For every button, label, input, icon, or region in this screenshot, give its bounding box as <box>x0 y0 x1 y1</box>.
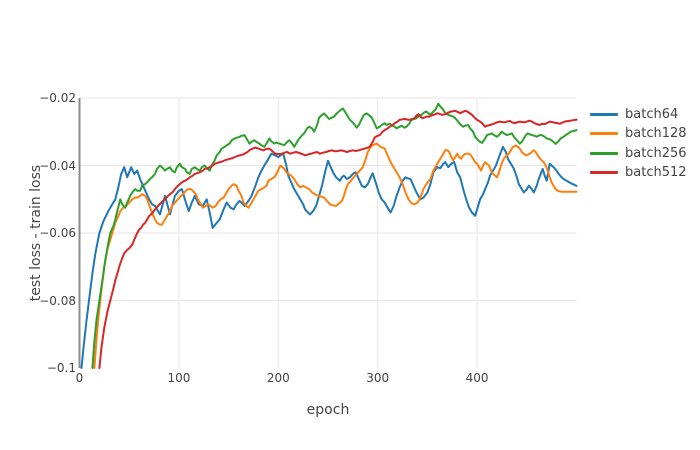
legend-line-swatch <box>590 171 618 175</box>
x-tick-label: 300 <box>366 371 390 385</box>
x-tick-label: 200 <box>266 371 290 385</box>
legend-item-batch256[interactable]: batch256 <box>590 144 687 163</box>
y-tick-label: −0.06 <box>39 226 76 240</box>
series-line-batch512[interactable] <box>98 109 578 369</box>
series-line-batch256[interactable] <box>91 102 578 369</box>
x-tick-label: 400 <box>465 371 489 385</box>
legend-line-swatch <box>590 132 618 136</box>
legend-item-batch128[interactable]: batch128 <box>590 124 687 143</box>
y-tick-label: −0.08 <box>39 293 76 308</box>
legend-label: batch512 <box>625 165 687 181</box>
legend-line-swatch <box>590 113 618 117</box>
legend-item-batch512[interactable]: batch512 <box>590 163 687 182</box>
x-tick-label: 0 <box>75 371 84 385</box>
series-line-batch128[interactable] <box>93 142 578 369</box>
y-axis-title: test loss - train loss <box>28 164 44 302</box>
series-line-batch64[interactable] <box>80 145 578 369</box>
legend-item-batch64[interactable]: batch64 <box>590 105 687 124</box>
legend-label: batch256 <box>625 145 687 161</box>
y-tick-label: −0.1 <box>46 361 76 375</box>
y-tick-label: −0.04 <box>39 158 76 173</box>
x-tick-label: 100 <box>167 371 191 385</box>
x-axis-title: epoch <box>306 402 350 418</box>
y-tick-label: −0.02 <box>39 91 76 105</box>
legend-label: batch64 <box>625 107 679 123</box>
legend: batch64 batch128 batch256 batch512 <box>590 105 687 182</box>
legend-label: batch128 <box>625 126 687 142</box>
legend-line-swatch <box>590 151 618 155</box>
